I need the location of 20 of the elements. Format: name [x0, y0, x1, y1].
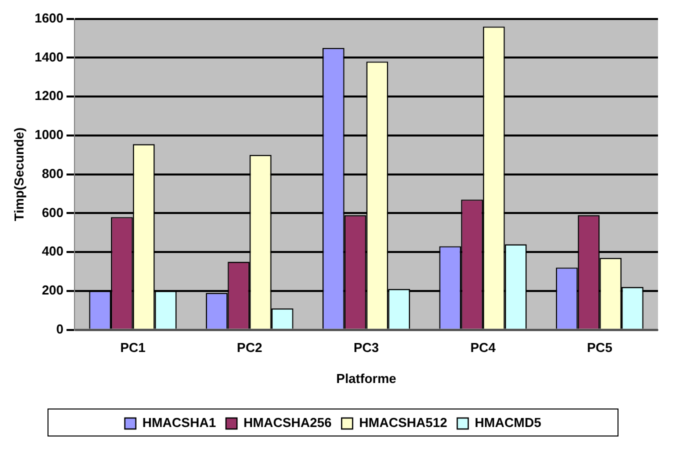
- x-tick-label: PC3: [354, 340, 379, 356]
- y-tick-label: 600: [42, 204, 64, 220]
- y-tick-label: 0: [56, 321, 64, 336]
- y-tick-label: 1400: [34, 49, 64, 64]
- legend-label: HMACSHA1: [142, 415, 216, 430]
- legend-label: HMACSHA256: [243, 415, 332, 430]
- y-tick-label: 1200: [34, 88, 64, 104]
- x-tick-label: PC2: [236, 340, 262, 356]
- x-axis-title: Platforme: [336, 370, 396, 386]
- y-tick-label: 1000: [34, 127, 64, 142]
- y-tick-label: 1600: [34, 10, 64, 26]
- y-axis-title: Timp(Secunde): [11, 127, 26, 222]
- x-tick-label: PC1: [120, 340, 146, 356]
- y-tick-label: 400: [42, 244, 64, 259]
- legend-label: HMACMD5: [474, 415, 542, 430]
- y-tick-label: 800: [42, 166, 64, 181]
- x-tick-label: PC5: [587, 340, 612, 356]
- legend-label: HMACSHA512: [359, 415, 448, 430]
- x-tick-label: PC4: [470, 340, 496, 356]
- y-tick-label: 200: [42, 282, 64, 298]
